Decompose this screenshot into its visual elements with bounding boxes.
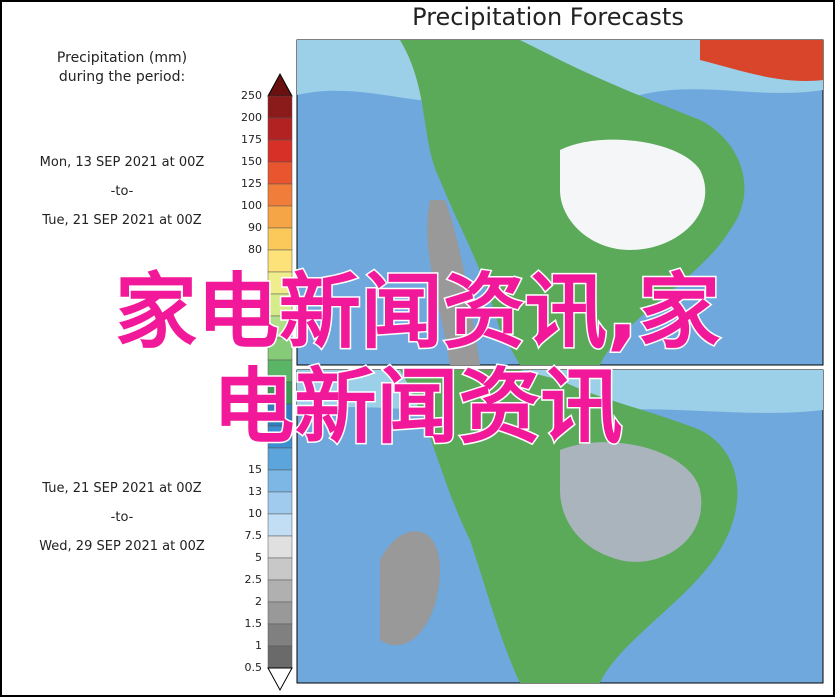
legend-title: during the period: — [59, 69, 185, 85]
colorbar-tick: 100 — [241, 199, 262, 212]
colorbar-tick: 5 — [255, 551, 262, 564]
colorbar-tick: 15 — [248, 463, 262, 476]
legend-title: Precipitation (mm) — [57, 50, 187, 66]
colorbar-cell — [267, 139, 293, 163]
colorbar-tick: 10 — [248, 507, 262, 520]
colorbar-cell — [267, 469, 293, 493]
colorbar-tick: 90 — [248, 221, 262, 234]
colorbar-arrow — [267, 72, 293, 97]
watermark: 电新闻资讯 — [211, 360, 624, 455]
colorbar-tick: 175 — [241, 133, 262, 146]
colorbar-cell — [267, 117, 293, 141]
colorbar-cell — [267, 161, 293, 185]
colorbar-cell — [267, 601, 293, 625]
colorbar-cell — [267, 183, 293, 207]
map-bottom — [296, 369, 824, 684]
colorbar-tick: 7.5 — [245, 529, 263, 542]
colorbar-tick: 0.5 — [245, 661, 263, 674]
colorbar-tick: 1.5 — [245, 617, 263, 630]
period-sep: -to- — [111, 510, 134, 525]
colorbar-tick: 2.5 — [245, 573, 263, 586]
colorbar-tick: 200 — [241, 111, 262, 124]
colorbar-tick: 80 — [248, 243, 262, 256]
title: Precipitation Forecasts — [412, 3, 684, 31]
colorbar-cell — [267, 491, 293, 515]
colorbar: 250 200 175 150 125 100 90 80 15 13 10 7.5 5 2.5 2 1.5 1… — [241, 72, 293, 692]
period-end: Tue, 21 SEP 2021 at 00Z — [41, 213, 202, 228]
colorbar-tick: 2 — [255, 595, 262, 608]
colorbar-tick: 150 — [241, 155, 262, 168]
colorbar-tick: 125 — [241, 177, 262, 190]
colorbar-tick: 250 — [241, 89, 262, 102]
watermark: 家电新闻资讯,家 — [113, 265, 721, 360]
colorbar-cell — [267, 535, 293, 559]
period-start: Tue, 21 SEP 2021 at 00Z — [41, 481, 202, 496]
colorbar-cell — [267, 205, 293, 229]
colorbar-cell — [267, 513, 293, 537]
colorbar-cell — [267, 557, 293, 581]
colorbar-tick: 1 — [255, 639, 262, 652]
map-top — [296, 39, 824, 366]
colorbar-cell — [267, 227, 293, 251]
period-sep: -to- — [111, 184, 134, 199]
colorbar-cell — [267, 95, 293, 119]
colorbar-tick: 13 — [248, 485, 262, 498]
colorbar-cell — [267, 579, 293, 603]
colorbar-cell — [267, 623, 293, 647]
period-start: Mon, 13 SEP 2021 at 00Z — [40, 155, 205, 170]
period-end: Wed, 29 SEP 2021 at 00Z — [39, 539, 205, 554]
colorbar-arrow — [267, 667, 293, 692]
colorbar-cell — [267, 645, 293, 669]
